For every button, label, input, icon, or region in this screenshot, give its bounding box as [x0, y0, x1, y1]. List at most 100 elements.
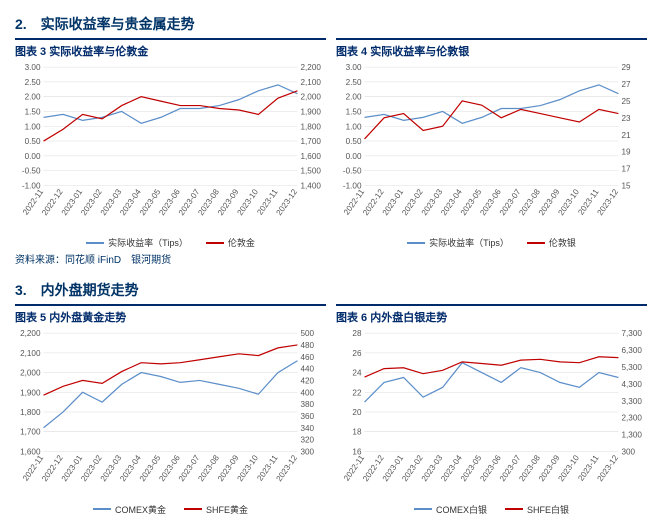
svg-text:380: 380: [301, 400, 315, 409]
svg-text:360: 360: [301, 412, 315, 421]
svg-text:28: 28: [352, 330, 362, 339]
chart5-block: 图表 5 内外盘黄金走势 1,6001,7001,8001,9002,0002,…: [15, 304, 326, 515]
svg-text:1,300: 1,300: [622, 431, 643, 440]
section3-row: 图表 5 内外盘黄金走势 1,6001,7001,8001,9002,0002,…: [15, 304, 647, 515]
svg-text:3.00: 3.00: [25, 63, 41, 72]
svg-text:0.50: 0.50: [25, 137, 41, 146]
chart5: 1,6001,7001,8001,9002,0002,1002,20030032…: [15, 327, 326, 515]
svg-text:500: 500: [301, 330, 315, 339]
legend-label: 实际收益率（Tips）: [108, 236, 188, 249]
chart-legend: COMEX黄金 SHFE黄金: [15, 503, 326, 516]
legend-item: 伦敦金: [206, 236, 255, 249]
svg-text:22: 22: [352, 389, 362, 398]
svg-text:300: 300: [301, 448, 315, 457]
chart5-caption: 图表 5 内外盘黄金走势: [15, 304, 326, 325]
svg-text:5,300: 5,300: [622, 363, 643, 372]
svg-text:0.00: 0.00: [346, 152, 362, 161]
svg-text:20: 20: [352, 408, 362, 417]
legend-label: COMEX黄金: [115, 503, 166, 516]
legend-item: COMEX黄金: [93, 503, 166, 516]
svg-text:400: 400: [301, 389, 315, 398]
svg-text:1,900: 1,900: [301, 108, 322, 117]
svg-text:2.50: 2.50: [346, 78, 362, 87]
legend-swatch: [184, 508, 202, 510]
legend-swatch: [527, 242, 545, 244]
legend-label: 伦敦金: [228, 236, 255, 249]
legend-swatch: [414, 508, 432, 510]
svg-text:19: 19: [622, 148, 632, 157]
svg-text:1.00: 1.00: [346, 122, 362, 131]
svg-text:2023-12: 2023-12: [596, 187, 621, 217]
legend-swatch: [206, 242, 224, 244]
legend-item: COMEX白银: [414, 503, 487, 516]
svg-text:480: 480: [301, 341, 315, 350]
svg-text:21: 21: [622, 131, 632, 140]
svg-text:-0.50: -0.50: [22, 167, 41, 176]
svg-text:320: 320: [301, 436, 315, 445]
svg-text:2023-12: 2023-12: [275, 453, 300, 483]
svg-text:2023-12: 2023-12: [596, 453, 621, 483]
svg-text:2,100: 2,100: [301, 78, 322, 87]
chart-legend: COMEX白银 SHFE白银: [336, 503, 647, 516]
section3-title: 3. 内外盘期货走势: [15, 280, 647, 300]
svg-text:1.50: 1.50: [346, 108, 362, 117]
svg-text:15: 15: [622, 181, 632, 190]
svg-text:3.00: 3.00: [346, 63, 362, 72]
svg-text:1,800: 1,800: [20, 408, 41, 417]
svg-text:2.00: 2.00: [25, 93, 41, 102]
svg-text:6,300: 6,300: [622, 346, 643, 355]
chart6-block: 图表 6 内外盘白银走势 161820222426283001,3002,300…: [336, 304, 647, 515]
legend-item: 伦敦银: [527, 236, 576, 249]
svg-text:2.00: 2.00: [346, 93, 362, 102]
svg-text:0.00: 0.00: [25, 152, 41, 161]
svg-text:1.00: 1.00: [25, 122, 41, 131]
svg-text:1,400: 1,400: [301, 181, 322, 190]
chart3-caption: 图表 3 实际收益率与伦敦金: [15, 38, 326, 59]
legend-item: 实际收益率（Tips）: [407, 236, 509, 249]
svg-text:-0.50: -0.50: [343, 167, 362, 176]
svg-text:23: 23: [622, 114, 632, 123]
svg-text:1,600: 1,600: [301, 152, 322, 161]
svg-text:25: 25: [622, 97, 632, 106]
svg-text:300: 300: [622, 448, 636, 457]
legend-item: SHFE黄金: [184, 503, 248, 516]
legend-label: 伦敦银: [549, 236, 576, 249]
legend-swatch: [407, 242, 425, 244]
svg-text:1,900: 1,900: [20, 389, 41, 398]
svg-text:2,300: 2,300: [622, 414, 643, 423]
svg-text:0.50: 0.50: [346, 137, 362, 146]
svg-text:7,300: 7,300: [622, 330, 643, 339]
section2-row: 图表 3 实际收益率与伦敦金 -1.00-0.500.000.501.001.5…: [15, 38, 647, 249]
svg-text:4,300: 4,300: [622, 380, 643, 389]
chart-legend: 实际收益率（Tips） 伦敦金: [15, 236, 326, 249]
chart4-block: 图表 4 实际收益率与伦敦银 -1.00-0.500.000.501.001.5…: [336, 38, 647, 249]
chart-legend: 实际收益率（Tips） 伦敦银: [336, 236, 647, 249]
legend-label: SHFE黄金: [206, 503, 248, 516]
svg-text:2,100: 2,100: [20, 349, 41, 358]
svg-text:1.50: 1.50: [25, 108, 41, 117]
svg-text:460: 460: [301, 353, 315, 362]
legend-swatch: [505, 508, 523, 510]
chart3-block: 图表 3 实际收益率与伦敦金 -1.00-0.500.000.501.001.5…: [15, 38, 326, 249]
legend-label: COMEX白银: [436, 503, 487, 516]
chart4-caption: 图表 4 实际收益率与伦敦银: [336, 38, 647, 59]
svg-text:1,700: 1,700: [301, 137, 322, 146]
chart6: 161820222426283001,3002,3003,3004,3005,3…: [336, 327, 647, 515]
svg-text:27: 27: [622, 80, 632, 89]
svg-text:29: 29: [622, 63, 632, 72]
svg-text:3,300: 3,300: [622, 397, 643, 406]
legend-label: SHFE白银: [527, 503, 569, 516]
legend-label: 实际收益率（Tips）: [429, 236, 509, 249]
svg-text:24: 24: [352, 369, 362, 378]
section2-title: 2. 实际收益率与贵金属走势: [15, 14, 647, 34]
svg-text:420: 420: [301, 377, 315, 386]
svg-text:1,700: 1,700: [20, 428, 41, 437]
svg-text:1,800: 1,800: [301, 122, 322, 131]
svg-text:2,200: 2,200: [301, 63, 322, 72]
svg-text:340: 340: [301, 424, 315, 433]
svg-text:440: 440: [301, 365, 315, 374]
chart6-caption: 图表 6 内外盘白银走势: [336, 304, 647, 325]
svg-text:26: 26: [352, 349, 362, 358]
svg-text:17: 17: [622, 165, 632, 174]
svg-text:2.50: 2.50: [25, 78, 41, 87]
